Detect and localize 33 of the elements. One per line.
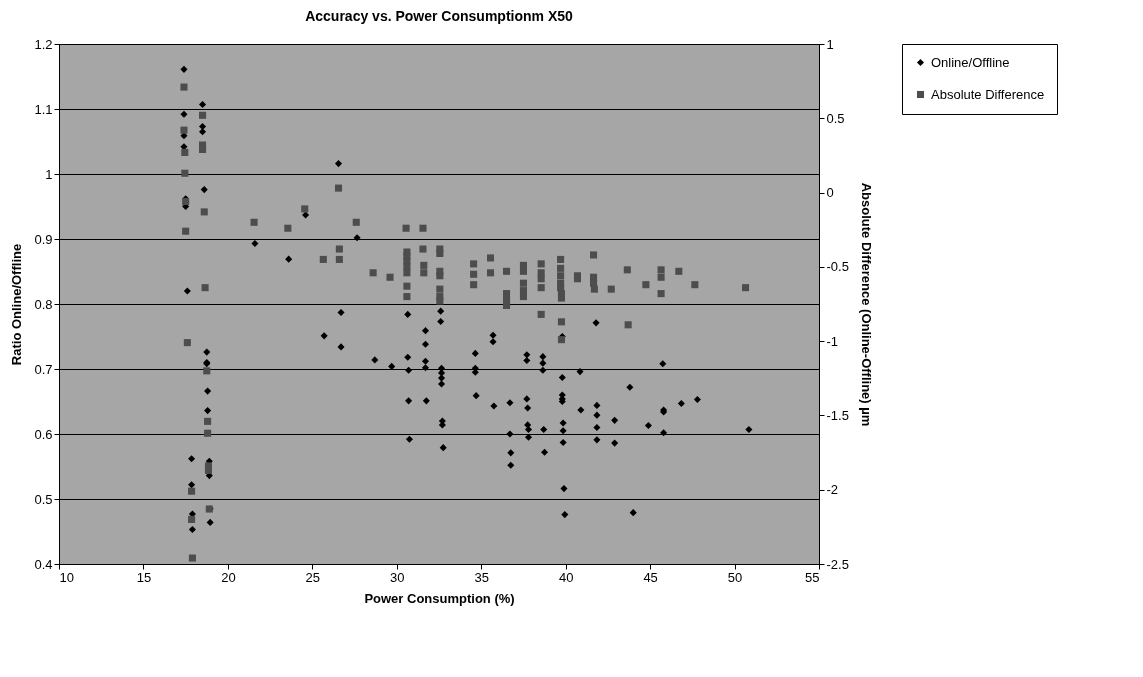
y-tick-label: 1.2: [34, 36, 53, 52]
x-axis-title: Power Consumption (%): [364, 590, 515, 606]
y-tick-label: 0.4: [34, 556, 53, 572]
y-tick-label: 0.6: [34, 426, 53, 442]
y-tick-label: 0.7: [34, 361, 53, 377]
y-tick-label: 1.1: [34, 101, 53, 117]
y2-tick-label: -2.5: [826, 556, 849, 572]
x-tick-label: 10: [59, 569, 74, 585]
legend-label: Online/Offline: [931, 54, 1010, 70]
chart-title: Accuracy vs. Power Consumptionm X50: [305, 8, 574, 24]
y-tick-label: 0.5: [34, 491, 53, 507]
y-tick-label: 1: [45, 166, 53, 182]
y-axis-title: Ratio Online/Offline: [9, 243, 25, 366]
x-tick-label: 35: [474, 569, 489, 585]
x-tick-label: 30: [390, 569, 405, 585]
y2-tick-label: 0.5: [826, 110, 845, 126]
x-tick-label: 25: [305, 569, 321, 585]
x-tick-label: 40: [558, 569, 574, 585]
x-tick-label: 50: [727, 569, 743, 585]
y2-tick-label: 0: [826, 185, 834, 201]
x-tick-label: 45: [643, 569, 658, 585]
x-tick-label: 20: [221, 569, 236, 585]
y2-tick-label: -2: [826, 482, 839, 498]
x-tick-label: 55: [805, 569, 820, 585]
y2-tick-label: 1: [826, 36, 834, 52]
y-tick-label: 0.8: [34, 296, 53, 312]
y-tick-label: 0.9: [34, 231, 53, 247]
x-tick-label: 15: [136, 569, 152, 585]
y2-tick-label: -1.5: [826, 407, 849, 423]
y2-axis-title: Absolute Difference (Online-Offline) µm: [858, 182, 874, 427]
y2-tick-label: -1: [826, 333, 839, 349]
legend-label: Absolute Difference: [931, 86, 1045, 102]
y2-tick-label: -0.5: [826, 259, 849, 275]
